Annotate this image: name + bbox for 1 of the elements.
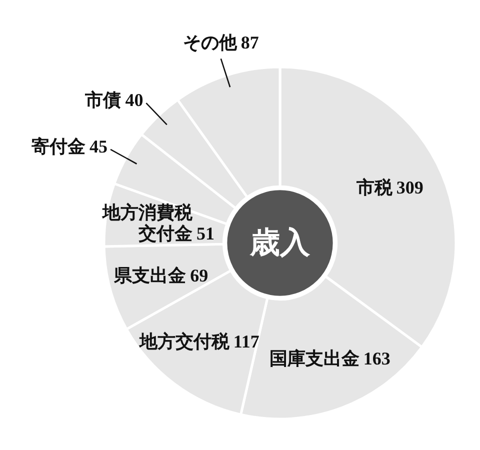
title: 歳入 xyxy=(250,226,310,260)
